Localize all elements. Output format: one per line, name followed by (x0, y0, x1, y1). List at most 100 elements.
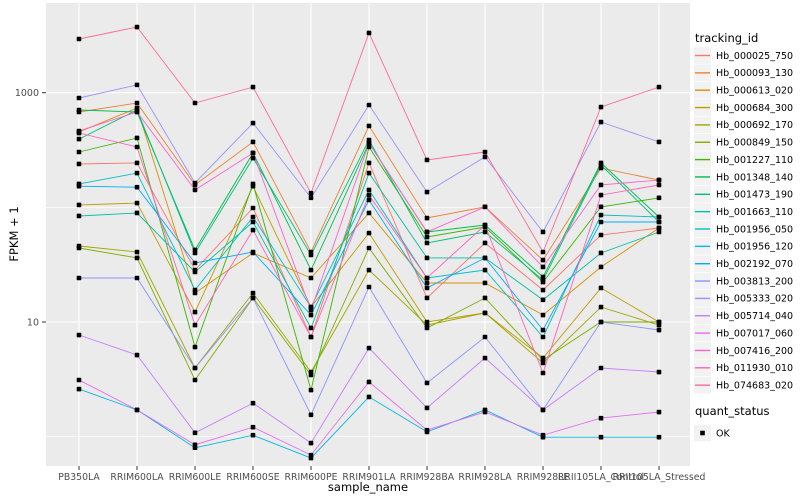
data-point (424, 255, 430, 261)
data-point (366, 30, 372, 36)
data-point (134, 249, 140, 255)
data-point (598, 434, 604, 440)
data-point (540, 264, 546, 270)
data-point (76, 36, 82, 42)
data-point (482, 310, 488, 316)
data-point (598, 192, 604, 198)
legend-label: Hb_002192_070 (716, 259, 793, 270)
data-point (656, 195, 662, 201)
legend-label: Hb_011930_010 (716, 363, 793, 374)
data-point (598, 319, 604, 325)
data-point (482, 334, 488, 340)
data-point (424, 157, 430, 163)
data-point (482, 355, 488, 361)
x-tick-label: RRII105LA_Control (558, 472, 644, 483)
data-point (192, 269, 198, 275)
data-point (540, 312, 546, 318)
data-point (540, 277, 546, 283)
data-point (250, 155, 256, 161)
data-point (598, 204, 604, 210)
data-point (366, 140, 372, 146)
data-point (134, 275, 140, 281)
data-point (192, 344, 198, 350)
data-point (656, 219, 662, 225)
data-point (540, 229, 546, 235)
data-point (192, 260, 198, 266)
legend-label: Hb_074683_020 (716, 380, 793, 391)
data-point (308, 312, 314, 318)
data-point (656, 225, 662, 231)
x-tick-label: RRIM600LA (110, 472, 164, 483)
data-point (424, 234, 430, 240)
data-point (76, 386, 82, 392)
legend-label: Hb_007017_060 (716, 328, 793, 339)
data-point (540, 297, 546, 303)
legend-label: Hb_000849_150 (716, 138, 793, 149)
data-point (134, 24, 140, 30)
data-point (598, 219, 604, 225)
data-point (76, 183, 82, 189)
data-point (308, 452, 314, 458)
data-point (308, 195, 314, 201)
data-point (134, 144, 140, 150)
legend-label: Hb_000684_300 (716, 103, 793, 114)
data-point (540, 287, 546, 293)
data-point (308, 440, 314, 446)
data-point (134, 170, 140, 176)
data-point (366, 102, 372, 108)
legend-title-tracking-id: tracking_id (695, 31, 759, 45)
data-point (366, 123, 372, 129)
data-point (250, 295, 256, 301)
data-point (192, 287, 198, 293)
data-point (192, 430, 198, 436)
data-point (656, 214, 662, 220)
y-axis-title: FPKM + 1 (7, 206, 21, 262)
data-point (540, 249, 546, 255)
y-tick-label: 10 (27, 317, 39, 328)
data-point (250, 249, 256, 255)
data-point (134, 255, 140, 261)
data-point (540, 370, 546, 376)
data-point (424, 280, 430, 286)
data-point (134, 352, 140, 358)
data-point (598, 365, 604, 371)
data-point (250, 120, 256, 126)
data-point (308, 334, 314, 340)
legend-label: Hb_001956_050 (716, 224, 793, 235)
data-point (482, 280, 488, 286)
data-point (540, 407, 546, 413)
data-point (192, 365, 198, 371)
data-point (308, 252, 314, 258)
data-point (656, 139, 662, 145)
data-point (656, 84, 662, 90)
data-point (540, 257, 546, 263)
data-point (192, 322, 198, 328)
legend-label: Hb_005333_020 (716, 294, 793, 305)
quant-ok-label: OK (716, 428, 730, 439)
data-point (250, 181, 256, 187)
legend-label: Hb_001473_190 (716, 190, 793, 201)
data-point (482, 267, 488, 273)
x-tick-label: RRIM600SE (226, 472, 279, 483)
data-point (134, 135, 140, 141)
legend-label: Hb_005714_040 (716, 311, 793, 322)
data-point (308, 372, 314, 378)
x-tick-label: PB350LA (58, 472, 100, 483)
data-point (192, 250, 198, 256)
x-tick-label: RRII105LA_Stressed (613, 472, 706, 483)
data-point (424, 275, 430, 281)
data-point (656, 434, 662, 440)
data-point (424, 240, 430, 246)
data-point (192, 442, 198, 448)
data-point (482, 149, 488, 155)
data-point (482, 229, 488, 235)
x-tick-label: RRIM600PE (285, 472, 338, 483)
data-point (656, 409, 662, 415)
data-point (656, 319, 662, 325)
data-point (656, 229, 662, 235)
data-point (424, 285, 430, 291)
data-point (424, 325, 430, 331)
legend-label: Hb_000613_020 (716, 86, 793, 97)
data-point (540, 357, 546, 363)
data-point (540, 432, 546, 438)
